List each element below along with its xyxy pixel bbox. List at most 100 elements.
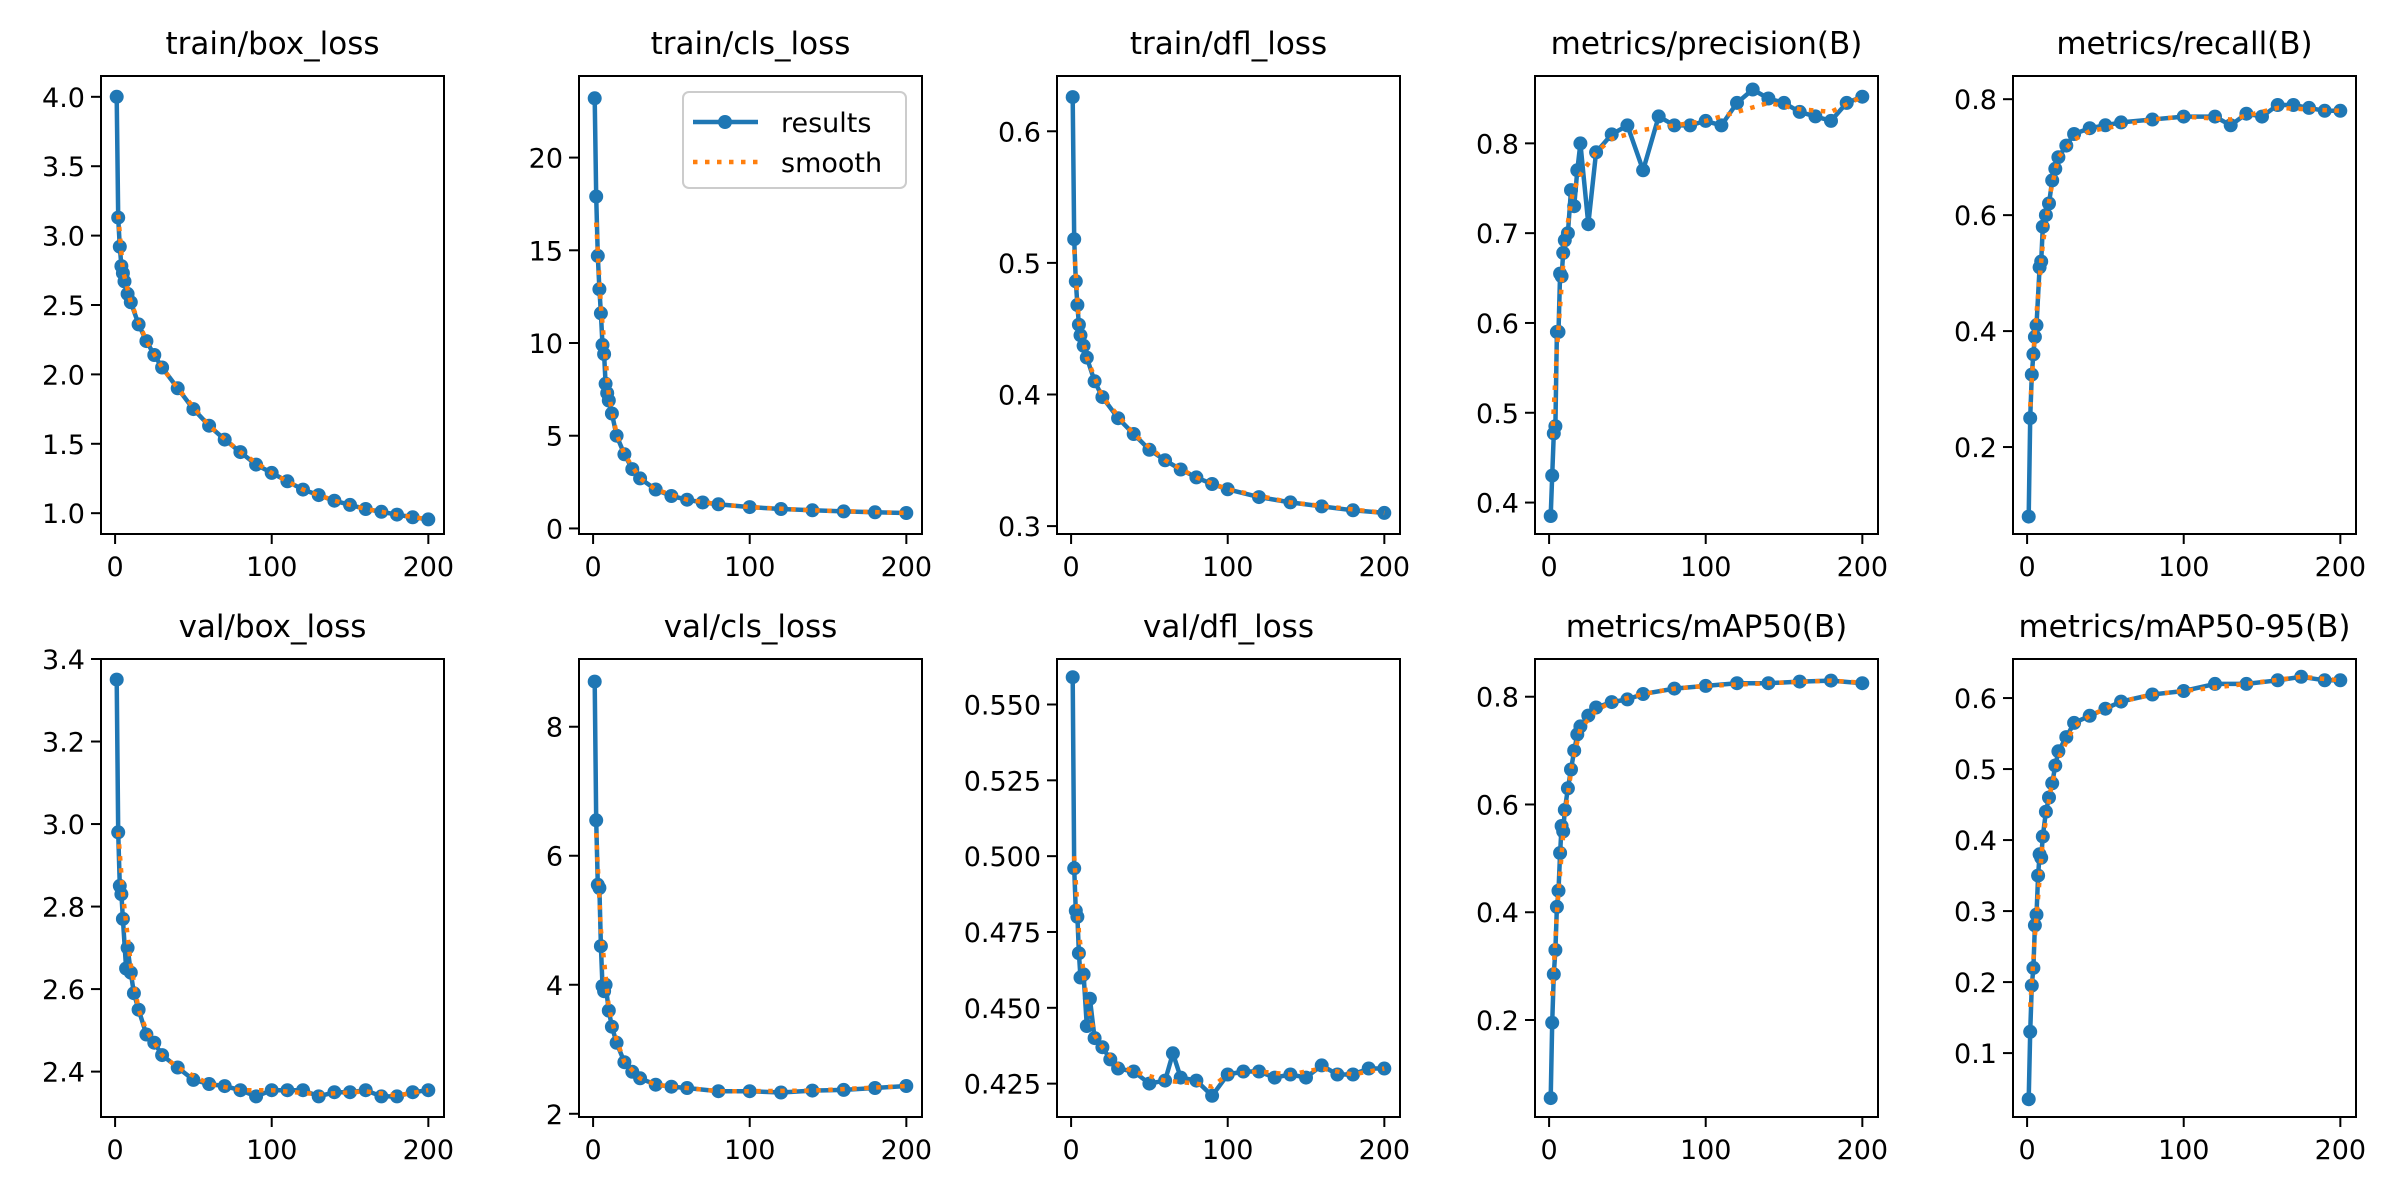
x-tick-label: 200 — [1837, 552, 1889, 583]
smooth-line — [115, 832, 429, 1098]
results-point — [2021, 509, 2036, 524]
results-point — [1551, 324, 1566, 339]
y-tick-label: 3.0 — [42, 222, 85, 253]
results-point — [648, 482, 663, 497]
results-point — [1855, 676, 1870, 691]
y-tick-label: 0.425 — [964, 1070, 1041, 1101]
results-point — [592, 881, 607, 895]
smooth-line — [1071, 249, 1385, 516]
y-tick-label: 0.550 — [964, 690, 1041, 721]
results-point — [2051, 150, 2066, 165]
results-point — [2294, 669, 2309, 684]
y-tick-label: 20 — [529, 144, 563, 175]
subplot-val-box-loss: val/box_loss 0 100 200 2.4 2.6 2.8 3.0 3.2 3.4 — [42, 609, 454, 1166]
results-point — [1581, 217, 1596, 232]
subplot-title: val/cls_loss — [664, 609, 838, 645]
results-point — [711, 497, 726, 512]
y-tick-label: 2.4 — [42, 1058, 85, 1089]
results-point — [120, 940, 135, 955]
results-point — [868, 505, 882, 520]
results-point — [604, 406, 619, 421]
results-point — [1698, 678, 1713, 693]
x-tick-label: 100 — [1680, 1135, 1732, 1166]
y-tick-label: 0.6 — [1476, 790, 1519, 821]
results-point — [2029, 907, 2044, 922]
y-tick-label: 2.5 — [42, 291, 85, 322]
results-point — [1543, 1091, 1558, 1106]
y-tick-label: 0.500 — [964, 842, 1041, 873]
results-point — [1548, 419, 1563, 434]
y-tick-label: 0.5 — [1954, 755, 1997, 786]
x-tick-label: 100 — [2158, 552, 2210, 583]
results-point — [233, 1083, 248, 1098]
results-point — [1792, 674, 1807, 689]
x-tick-label: 0 — [585, 552, 602, 583]
subplot-title: val/dfl_loss — [1143, 609, 1314, 645]
x-tick-label: 200 — [881, 1135, 933, 1166]
x-tick-label: 0 — [585, 1135, 602, 1166]
results-point — [1573, 136, 1588, 151]
results-point — [1165, 1046, 1180, 1061]
results-point — [327, 493, 342, 508]
results-point — [2145, 687, 2160, 702]
subplot-train-box-loss: train/box_loss 0 100 200 1.0 1.5 2.0 2.5 3.0 3.5 4… — [42, 26, 454, 583]
y-tick-label: 0.5 — [1476, 399, 1519, 430]
results-point — [1548, 943, 1563, 957]
results-point — [1545, 1015, 1560, 1030]
x-tick-label: 0 — [1541, 552, 1558, 583]
results-point — [1636, 687, 1651, 701]
x-tick-label: 0 — [1541, 1135, 1558, 1166]
x-tick-label: 100 — [1202, 552, 1254, 583]
results-point — [2024, 978, 2039, 993]
y-tick-label: 0.3 — [1954, 897, 1997, 928]
subplot-val-cls-loss: val/cls_loss 0 100 200 2 4 6 8 — [546, 609, 932, 1166]
results-point — [1071, 946, 1086, 961]
results-point — [1330, 1067, 1345, 1082]
y-tick-label: 3.4 — [42, 645, 85, 676]
results-point — [1556, 824, 1571, 839]
results-point — [147, 1035, 162, 1050]
results-point — [249, 1089, 264, 1104]
results-point — [2223, 118, 2238, 133]
x-tick-label: 100 — [1202, 1135, 1254, 1166]
results-point — [1346, 1067, 1360, 1082]
results-point — [2333, 673, 2348, 688]
x-tick-label: 100 — [246, 1135, 298, 1166]
results-point — [1205, 1088, 1220, 1103]
smooth-line — [1549, 678, 1863, 996]
results-point — [296, 1083, 310, 1098]
results-point — [109, 672, 124, 687]
results-point — [1103, 1052, 1118, 1067]
results-point — [343, 1085, 357, 1100]
y-tick-label: 10 — [529, 329, 563, 360]
results-point — [589, 813, 604, 828]
results-point — [217, 432, 232, 447]
subplot-train-cls-loss: train/cls_loss 0 100 200 0 5 10 15 20 results smoo… — [529, 26, 932, 583]
results-point — [1636, 163, 1651, 178]
smooth-line — [593, 222, 907, 516]
y-tick-label: 15 — [529, 236, 563, 267]
results-point — [1604, 127, 1619, 142]
results-point — [1068, 274, 1083, 289]
results-point — [1564, 762, 1578, 777]
y-tick-label: 3.2 — [42, 728, 85, 759]
smooth-line — [593, 833, 907, 1094]
y-tick-label: 0.6 — [998, 117, 1041, 148]
y-tick-label: 0.4 — [998, 380, 1041, 411]
plot-area — [109, 89, 436, 527]
x-tick-label: 0 — [2019, 1135, 2036, 1166]
results-point — [202, 1077, 217, 1091]
results-point — [1551, 883, 1566, 898]
x-tick-label: 200 — [1837, 1135, 1889, 1166]
y-tick-label: 0 — [546, 514, 563, 545]
results-point — [405, 510, 420, 525]
results-point — [2239, 676, 2254, 691]
results-point — [2082, 708, 2097, 723]
plot-area — [1065, 670, 1392, 1103]
results-point — [2045, 776, 2060, 791]
x-tick-label: 200 — [403, 552, 455, 583]
results-point — [1730, 95, 1744, 110]
